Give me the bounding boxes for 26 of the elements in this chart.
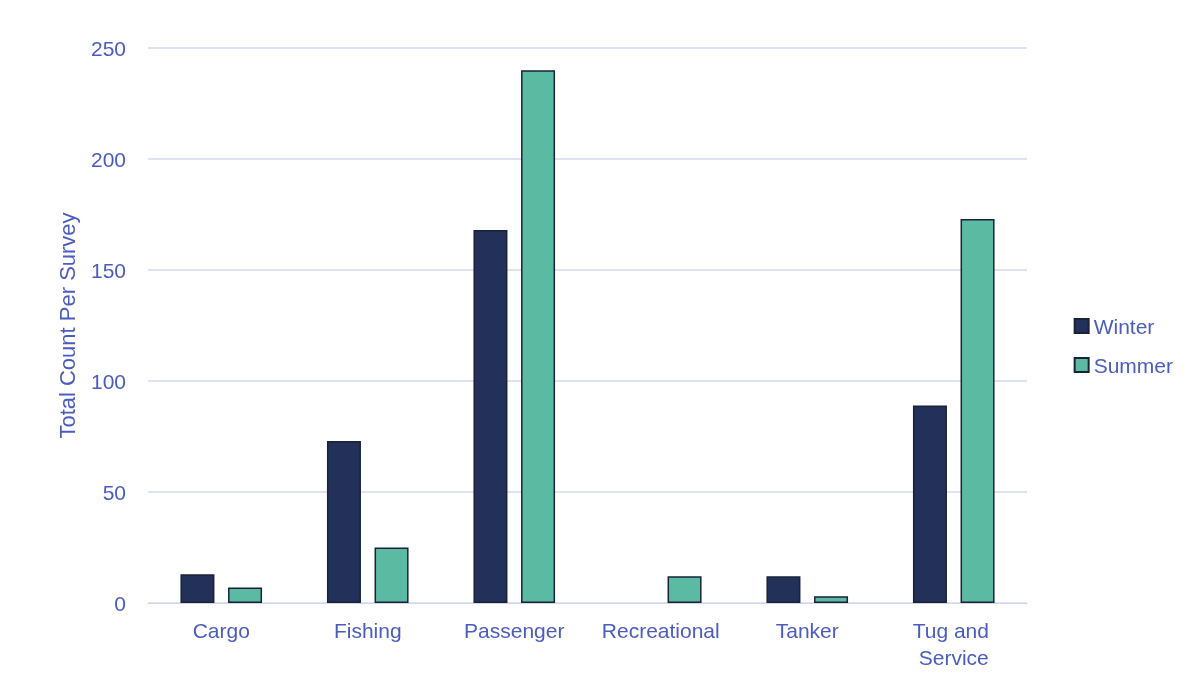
y-tick-label: 150 <box>90 258 126 282</box>
bar <box>473 230 508 603</box>
y-tick-label: 50 <box>102 480 126 504</box>
x-tick-label: Fishing <box>333 619 402 642</box>
bar <box>814 596 849 603</box>
y-axis-title: Total Count Per Survey <box>54 212 80 439</box>
bar <box>960 218 995 603</box>
y-tick-label: 0 <box>114 591 126 615</box>
bar <box>521 70 556 603</box>
x-tick-label: Recreational <box>601 619 720 642</box>
x-tick-label: Tug and Service <box>912 619 995 669</box>
bar <box>326 440 361 603</box>
y-tick-label: 100 <box>90 369 126 393</box>
bar <box>766 576 801 603</box>
y-tick-label: 200 <box>90 147 126 171</box>
bar <box>667 576 702 603</box>
legend-label: Winter <box>1093 314 1155 338</box>
bar <box>180 574 215 603</box>
x-tick-label: Cargo <box>192 619 250 642</box>
bar <box>912 405 947 603</box>
x-tick-label: Passenger <box>464 619 565 642</box>
bar <box>374 547 409 603</box>
bar <box>228 587 263 603</box>
x-tick-label: Tanker <box>775 619 839 642</box>
y-tick-label: 250 <box>90 36 126 60</box>
legend-label: Summer <box>1093 353 1174 377</box>
